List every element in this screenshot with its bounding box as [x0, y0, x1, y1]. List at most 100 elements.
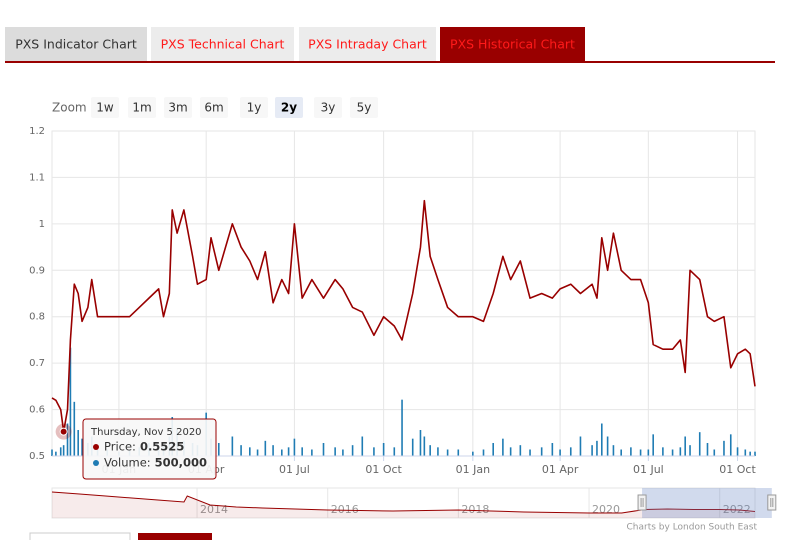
x-tick-label: 01 Jul: [633, 463, 664, 476]
tab[interactable]: [299, 27, 436, 61]
tooltip-label: Price:: [104, 440, 136, 454]
volume-bar: [361, 436, 364, 456]
volume-bar: [612, 445, 615, 456]
volume-bar: [73, 401, 76, 456]
zoom-button[interactable]: [200, 97, 228, 118]
volume-bar: [744, 449, 747, 456]
volume-bar: [620, 449, 622, 456]
navigator-handle[interactable]: [767, 494, 777, 511]
tooltip-bullet: [93, 460, 99, 466]
volume-bar: [81, 438, 83, 456]
y-tick-label: 1.1: [29, 172, 45, 183]
navigator-selection: [642, 488, 772, 518]
volume-bar: [373, 447, 375, 456]
y-tick-label: 1: [39, 219, 45, 230]
volume-bar: [596, 440, 598, 456]
navigator-tick-label: 2018: [461, 503, 489, 516]
tooltip-bullet: [93, 444, 99, 450]
zoom-button-label[interactable]: 1y: [247, 101, 262, 115]
volume-bar: [509, 447, 512, 456]
zoom-button-label[interactable]: 3y: [321, 101, 336, 115]
volume-bar: [671, 449, 674, 456]
tab[interactable]: [151, 27, 294, 61]
volume-bar: [264, 440, 267, 456]
x-tick-label: 01 Jul: [279, 463, 310, 476]
bottom-tab: [29, 532, 131, 540]
zoom-button[interactable]: [314, 97, 342, 118]
volume-bar: [754, 451, 756, 456]
volume-bar: [600, 423, 603, 456]
volume-bar: [684, 436, 686, 456]
volume-bar: [411, 438, 414, 456]
tooltip-price: 0.5525: [140, 440, 184, 454]
zoom-button[interactable]: [164, 97, 192, 118]
volume-bar: [256, 449, 259, 456]
volume-bar: [736, 447, 739, 456]
volume-bar: [301, 447, 303, 456]
tab-bar: PXS Indicator Chart PXS Technical Chart PX…: [5, 27, 585, 61]
zoom-button[interactable]: [240, 97, 268, 118]
tab-label[interactable]: PXS Historical Chart: [450, 37, 575, 52]
volume-bar: [334, 447, 336, 456]
zoom-button-label[interactable]: 6m: [204, 101, 223, 115]
tab-underline: [5, 61, 775, 63]
zoom-button-label[interactable]: 5y: [357, 101, 372, 115]
volume-bar: [249, 447, 251, 456]
volume-bar: [652, 434, 654, 456]
volume-bar: [569, 447, 572, 456]
tab-label[interactable]: PXS Intraday Chart: [308, 37, 427, 52]
zoom-button-label[interactable]: 1w: [96, 101, 114, 115]
zoom-button[interactable]: [350, 97, 378, 118]
zoom-label: Zoom: [52, 101, 87, 115]
zoom-button-label[interactable]: 3m: [168, 101, 187, 115]
y-tick-label: 0.5: [29, 451, 45, 462]
volume-bar: [231, 436, 234, 456]
volume-bar: [698, 432, 701, 456]
tooltip: Thursday, Nov 5 2020 Price: 0.5525 Volume: 5…: [55, 418, 217, 480]
x-tick-label: 01 Oct: [719, 463, 756, 476]
bottom-tab: [138, 533, 212, 540]
plot-area: [51, 130, 756, 457]
x-tick-label: 01 Apr: [542, 463, 579, 476]
volume-bar: [217, 443, 220, 456]
zoom-button[interactable]: [128, 97, 156, 118]
y-tick-label: 0.9: [29, 265, 45, 276]
volume-bar: [630, 447, 632, 456]
volume-bar: [311, 449, 313, 456]
volume-bar: [519, 445, 522, 456]
volume-bar: [689, 445, 691, 456]
zoom-button[interactable]: [91, 97, 119, 118]
zoom-button-label[interactable]: 2y: [281, 101, 297, 115]
tooltip-date: Thursday, Nov 5 2020: [90, 427, 202, 438]
volume-bar: [591, 445, 593, 456]
volume-bar: [482, 449, 485, 456]
tab[interactable]: [440, 27, 585, 61]
zoom-bar: Zoom 1w 1m 3m 6m 1y 2y 3y 5y: [52, 97, 378, 118]
hover-point: [59, 427, 68, 436]
volume-bar: [540, 447, 543, 456]
tab[interactable]: [5, 27, 147, 61]
y-tick-label: 0.8: [29, 312, 45, 323]
volume-bar: [419, 430, 422, 456]
zoom-button-label[interactable]: 1m: [132, 101, 151, 115]
volume-bar: [281, 449, 283, 456]
volume-bar: [472, 451, 474, 456]
navigator-handle[interactable]: [637, 494, 647, 511]
tooltip-label: Volume:: [104, 456, 151, 470]
volume-bar: [437, 447, 439, 456]
volume-bar: [502, 438, 504, 456]
navigator: 2014 2016 2018 2020 2022: [51, 487, 777, 519]
price-chart: 0.5 0.6 0.7 0.8 0.9 1 1.1 1.2 01 Jan 01 Apr 01 Jul…: [29, 126, 756, 476]
volume-bar: [706, 443, 709, 456]
volume-bar: [287, 447, 290, 456]
zoom-button[interactable]: [275, 97, 303, 118]
volume-bar: [382, 443, 385, 456]
navigator-line: [51, 491, 756, 514]
tab-label[interactable]: PXS Indicator Chart: [15, 37, 137, 52]
volume-bar: [559, 449, 561, 456]
volume-bar: [77, 430, 79, 456]
volume-bar: [647, 449, 650, 456]
tab-label[interactable]: PXS Technical Chart: [161, 37, 285, 52]
volume-bar: [423, 436, 426, 456]
